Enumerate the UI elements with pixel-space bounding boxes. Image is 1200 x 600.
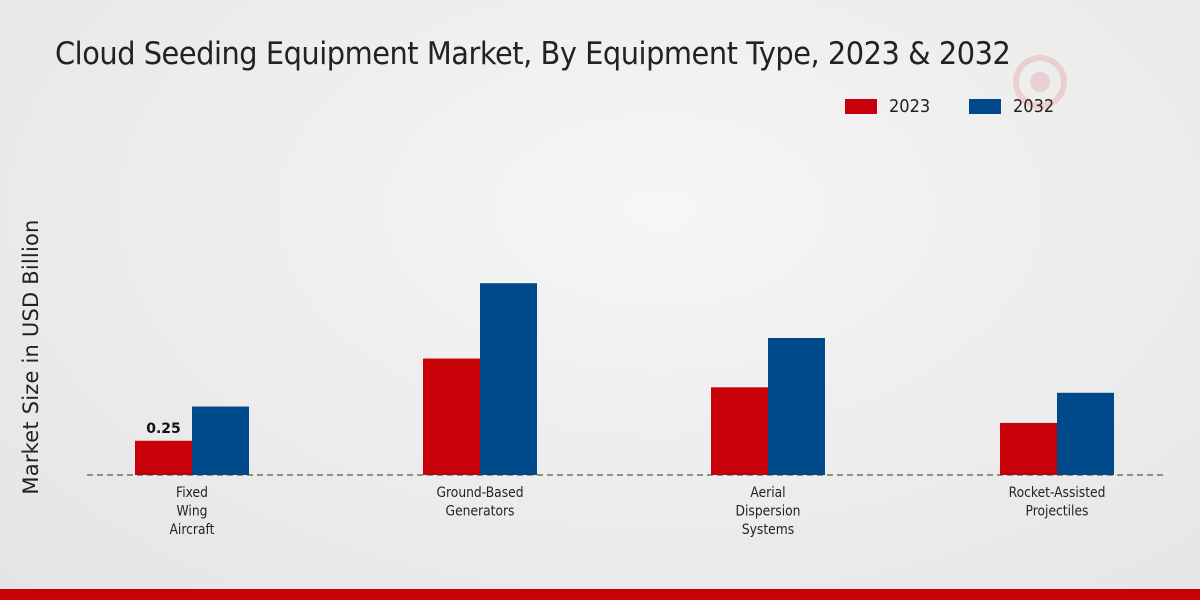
bar-2023-3[interactable] xyxy=(1000,422,1057,475)
bar-2023-1[interactable] xyxy=(423,358,480,475)
footer-accent-bar xyxy=(0,589,1200,600)
x-tick-label-1: Ground-Based Generators xyxy=(436,485,523,519)
bar-2023-0[interactable] xyxy=(135,440,192,475)
legend: 2023 2032 xyxy=(845,95,1093,117)
bar-2032-1[interactable] xyxy=(480,283,537,475)
legend-item-2023[interactable]: 2023 xyxy=(845,96,935,117)
x-tick-label-2: Aerial Dispersion Systems xyxy=(736,485,801,538)
x-tick-label-3: Rocket-Assisted Projectiles xyxy=(1009,485,1106,519)
bar-2023-2[interactable] xyxy=(711,387,768,475)
watermark-logo-icon xyxy=(1013,55,1067,109)
chart-title: Cloud Seeding Equipment Market, By Equip… xyxy=(55,36,1011,72)
data-label-0: 0.25 xyxy=(146,421,181,437)
legend-swatch-2032 xyxy=(968,98,1001,114)
bar-2032-3[interactable] xyxy=(1057,392,1114,475)
x-tick-label-0: Fixed Wing Aircraft xyxy=(170,485,215,538)
legend-swatch-2023 xyxy=(845,98,877,114)
legend-item-2032[interactable]: 2032 xyxy=(968,95,1059,117)
bar-2032-0[interactable] xyxy=(192,406,249,476)
legend-label-2032: 2032 xyxy=(1012,95,1055,117)
legend-label-2023: 2023 xyxy=(889,95,931,117)
bar-2032-2[interactable] xyxy=(768,338,825,475)
